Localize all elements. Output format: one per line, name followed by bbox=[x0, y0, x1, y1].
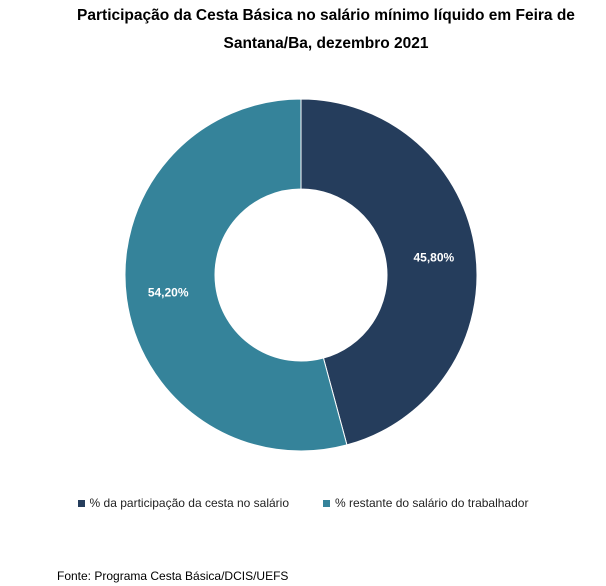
slice-restante bbox=[124, 98, 348, 452]
chart-title-line-1: Participação da Cesta Básica no salário … bbox=[77, 7, 575, 24]
source-note: Fonte: Programa Cesta Básica/DCIS/UEFS bbox=[57, 569, 289, 583]
data-label-restante: 54,20% bbox=[148, 286, 189, 300]
legend-label-restante: % restante do salário do trabalhador bbox=[335, 496, 529, 510]
legend-item-restante: % restante do salário do trabalhador bbox=[323, 496, 528, 510]
data-label-cesta: 45,80% bbox=[413, 250, 454, 264]
legend-swatch-restante bbox=[323, 499, 330, 507]
slice-cesta bbox=[300, 98, 478, 446]
chart-title-line-2: Santana/Ba, dezembro 2021 bbox=[223, 35, 429, 52]
legend-swatch-cesta bbox=[77, 499, 85, 507]
legend-item-cesta: % da participação da cesta no salário bbox=[77, 496, 289, 510]
chart-title: Participação da Cesta Básica no salário … bbox=[0, 2, 606, 58]
chart-legend: % da participação da cesta no salário % … bbox=[0, 496, 606, 510]
legend-label-cesta: % da participação da cesta no salário bbox=[89, 496, 289, 510]
